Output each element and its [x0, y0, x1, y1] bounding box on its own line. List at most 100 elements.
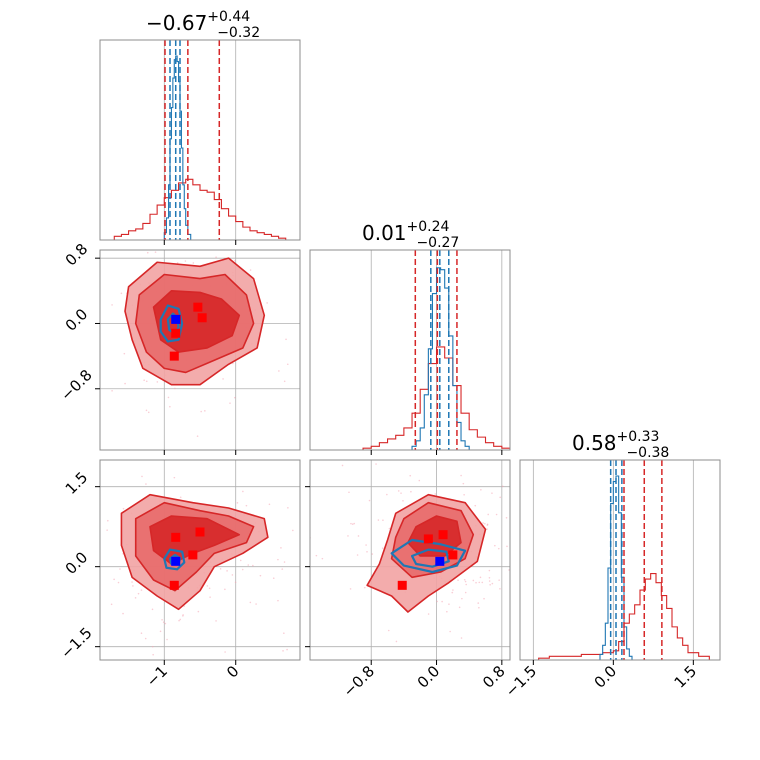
pair-2-1-red-marker-1 — [438, 530, 448, 540]
pair-2-1-sample-110 — [353, 522, 356, 525]
pair-1-0-sample-32 — [204, 410, 206, 412]
pair-2-1-sample-68 — [442, 717, 444, 719]
pair-2-0-sample-99 — [236, 502, 239, 504]
pair-1-0-sample-100 — [154, 251, 157, 253]
pair-2-1-sample-131 — [381, 547, 384, 549]
pair-1-0-sample-23 — [133, 203, 135, 205]
pair-2-0-sample-119 — [98, 535, 100, 537]
pair-1-0-sample-31 — [285, 338, 287, 341]
pair-2-0-sample-0 — [179, 618, 182, 621]
pair-1-0-sample-144 — [142, 233, 144, 235]
pair-2-0-sample-64 — [137, 592, 140, 595]
pair-1-0-frame — [99, 249, 301, 451]
pair-2-0-sample-101 — [252, 564, 254, 567]
hist-1-red — [354, 346, 510, 450]
pair-2-1-sample-10 — [321, 557, 324, 560]
pair-2-1-sample-138 — [488, 569, 491, 572]
xtick-label-2-2: 1.5 — [671, 662, 701, 692]
pair-2-0-sample-37 — [164, 622, 167, 625]
pair-1-0-sample-21 — [88, 206, 90, 208]
xtick-label-1-0: −0.8 — [340, 662, 378, 700]
pair-1-0-sample-128 — [146, 251, 149, 254]
pair-2-1-sample-159 — [365, 544, 367, 546]
pair-2-1-sample-51 — [427, 613, 430, 615]
pair-2-0-sample-2 — [106, 529, 108, 531]
pair-2-1-sample-147 — [489, 583, 491, 586]
pair-2-0-sample-17 — [208, 587, 211, 590]
pair-2-1-sample-150 — [499, 496, 501, 499]
pair-2-1-sample-44 — [530, 564, 532, 566]
pair-2-0-sample-71 — [144, 637, 147, 640]
pair-2-1-sample-57 — [446, 610, 448, 613]
pair-2-0-sample-10 — [82, 509, 84, 511]
pair-2-1-sample-158 — [368, 499, 371, 502]
pair-2-1-sample-64 — [462, 482, 465, 485]
pair-1-0-sample-108 — [249, 269, 252, 271]
pair-2-1-sample-61 — [497, 547, 500, 550]
hist-0-frame — [99, 39, 301, 241]
pair-2-1-sample-18 — [491, 492, 493, 494]
pair-1-0-sample-43 — [222, 378, 224, 380]
pair-1-0-sample-125 — [123, 352, 126, 355]
pair-2-1-sample-82 — [488, 576, 491, 579]
hist-panel-0 — [99, 39, 301, 245]
pair-1-0-sample-63 — [249, 218, 251, 220]
pair-2-1-sample-124 — [578, 577, 580, 579]
pair-2-1-sample-114 — [463, 493, 465, 496]
pair-2-0-sample-34 — [67, 583, 69, 585]
pair-1-0-sample-159 — [204, 201, 206, 203]
pair-1-0-sample-47 — [229, 402, 231, 404]
pair-2-1-sample-104 — [387, 629, 390, 632]
pair-1-0-sample-58 — [224, 204, 226, 206]
pair-2-1-sample-109 — [375, 463, 377, 465]
hist-2-frame — [519, 459, 721, 661]
pair-2-1-blue-contour-0 — [390, 538, 467, 574]
pair-2-1-sample-48 — [543, 544, 545, 546]
pair-2-1-sample-96 — [558, 540, 560, 542]
pair-2-1-sample-54 — [506, 545, 508, 548]
pair-2-1-sample-113 — [491, 582, 494, 585]
pair-1-0-sample-138 — [147, 411, 150, 414]
pair-2-1-sample-133 — [371, 553, 374, 555]
pair-2-1-sample-15 — [480, 488, 482, 491]
pair-2-1-sample-94 — [484, 522, 486, 525]
xtick-label-2-1: 0.0 — [591, 662, 621, 692]
pair-2-1-sample-45 — [479, 576, 482, 579]
pair-2-1-sample-53 — [486, 523, 489, 526]
pair-panel-2-1: −0.8 0.0 0.8 — [305, 459, 580, 719]
pair-2-1-sample-90 — [505, 516, 508, 519]
pair-1-0-sample-69 — [120, 292, 123, 295]
pair-2-1-sample-88 — [487, 513, 490, 516]
pair-2-0-sample-131 — [249, 601, 252, 604]
hist-1-blue — [407, 267, 470, 450]
pair-1-0-sample-140 — [242, 218, 244, 220]
pair-1-0-sample-81 — [184, 226, 186, 228]
pair-2-1-sample-19 — [464, 591, 467, 594]
pair-2-0-red-marker-2 — [188, 550, 198, 560]
pair-2-1-sample-70 — [386, 493, 388, 496]
pair-2-1-sample-28 — [537, 546, 539, 548]
pair-2-0-sample-20 — [140, 589, 143, 591]
pair-2-1-blue-marker-0 — [435, 556, 445, 566]
pair-2-1-sample-52 — [540, 531, 542, 533]
pair-2-1-sample-6 — [436, 600, 439, 603]
pair-2-1-sample-56 — [451, 591, 454, 594]
pair-1-0-sample-142 — [234, 259, 236, 262]
ytick-label-2-0: −1.5 — [57, 624, 95, 662]
pair-2-0-sample-55 — [93, 470, 95, 472]
pair-1-0-sample-19 — [156, 381, 159, 383]
pair-2-0-sample-59 — [286, 648, 288, 651]
pair-2-1-sample-102 — [525, 527, 527, 529]
pair-panel-1-0: −0.8 0.0 0.8 — [57, 201, 301, 455]
pair-2-1-sample-76 — [536, 533, 538, 535]
pair-2-1-sample-79 — [482, 522, 484, 524]
pair-2-1-sample-111 — [458, 606, 461, 609]
pair-1-0-sample-148 — [69, 287, 71, 289]
pair-2-1-sample-87 — [499, 587, 501, 590]
pair-2-0-sample-48 — [178, 619, 180, 622]
hist-0-red — [100, 178, 287, 240]
pair-2-0-sample-152 — [209, 596, 211, 598]
pair-2-0-sample-7 — [255, 603, 257, 605]
pair-2-1-sample-75 — [511, 593, 513, 595]
pair-2-1-sample-42 — [486, 528, 488, 530]
